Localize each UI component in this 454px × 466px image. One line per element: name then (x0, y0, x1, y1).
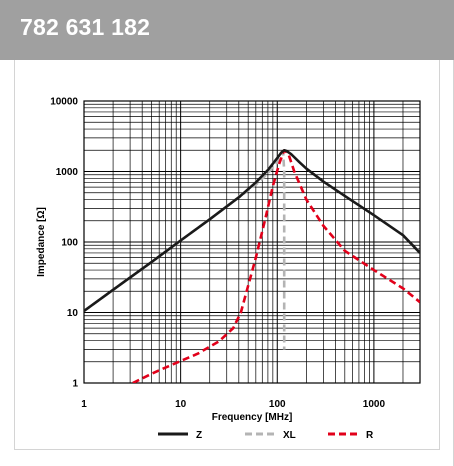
legend-item-xl: XL (245, 430, 296, 441)
x-axis-label: Frequency [MHz] (212, 412, 293, 423)
y-axis-label: Impedance [Ω] (36, 207, 47, 277)
y-tick-label: 10 (67, 308, 79, 319)
x-tick-label: 10 (175, 399, 187, 410)
y-tick-label: 1000 (56, 167, 79, 178)
x-tick-label: 1 (81, 399, 87, 410)
legend-item-z: Z (158, 430, 202, 441)
series-line-r (132, 148, 420, 383)
chart-panel (14, 60, 440, 450)
product-number: 782 631 182 (20, 14, 151, 40)
x-tick-labels: 1 10 100 1000 (81, 399, 385, 410)
legend-item-r: R (328, 430, 374, 441)
y-tick-labels: 1 10 100 1000 10000 (50, 97, 78, 390)
product-header: 782 631 182 (0, 0, 454, 60)
y-tick-label: 1 (72, 379, 78, 390)
x-tick-label: 100 (269, 399, 286, 410)
y-tick-label: 100 (61, 238, 78, 249)
legend-label-z: Z (196, 430, 202, 441)
series-layer (84, 148, 420, 383)
legend: Z XL R (158, 430, 374, 441)
legend-label-xl: XL (283, 430, 296, 441)
series-line-xl (84, 150, 286, 350)
series-line-z (84, 148, 420, 313)
legend-label-r: R (366, 430, 374, 441)
y-tick-label: 10000 (50, 97, 78, 108)
plot-frame (83, 100, 421, 384)
x-tick-label: 1000 (363, 399, 386, 410)
